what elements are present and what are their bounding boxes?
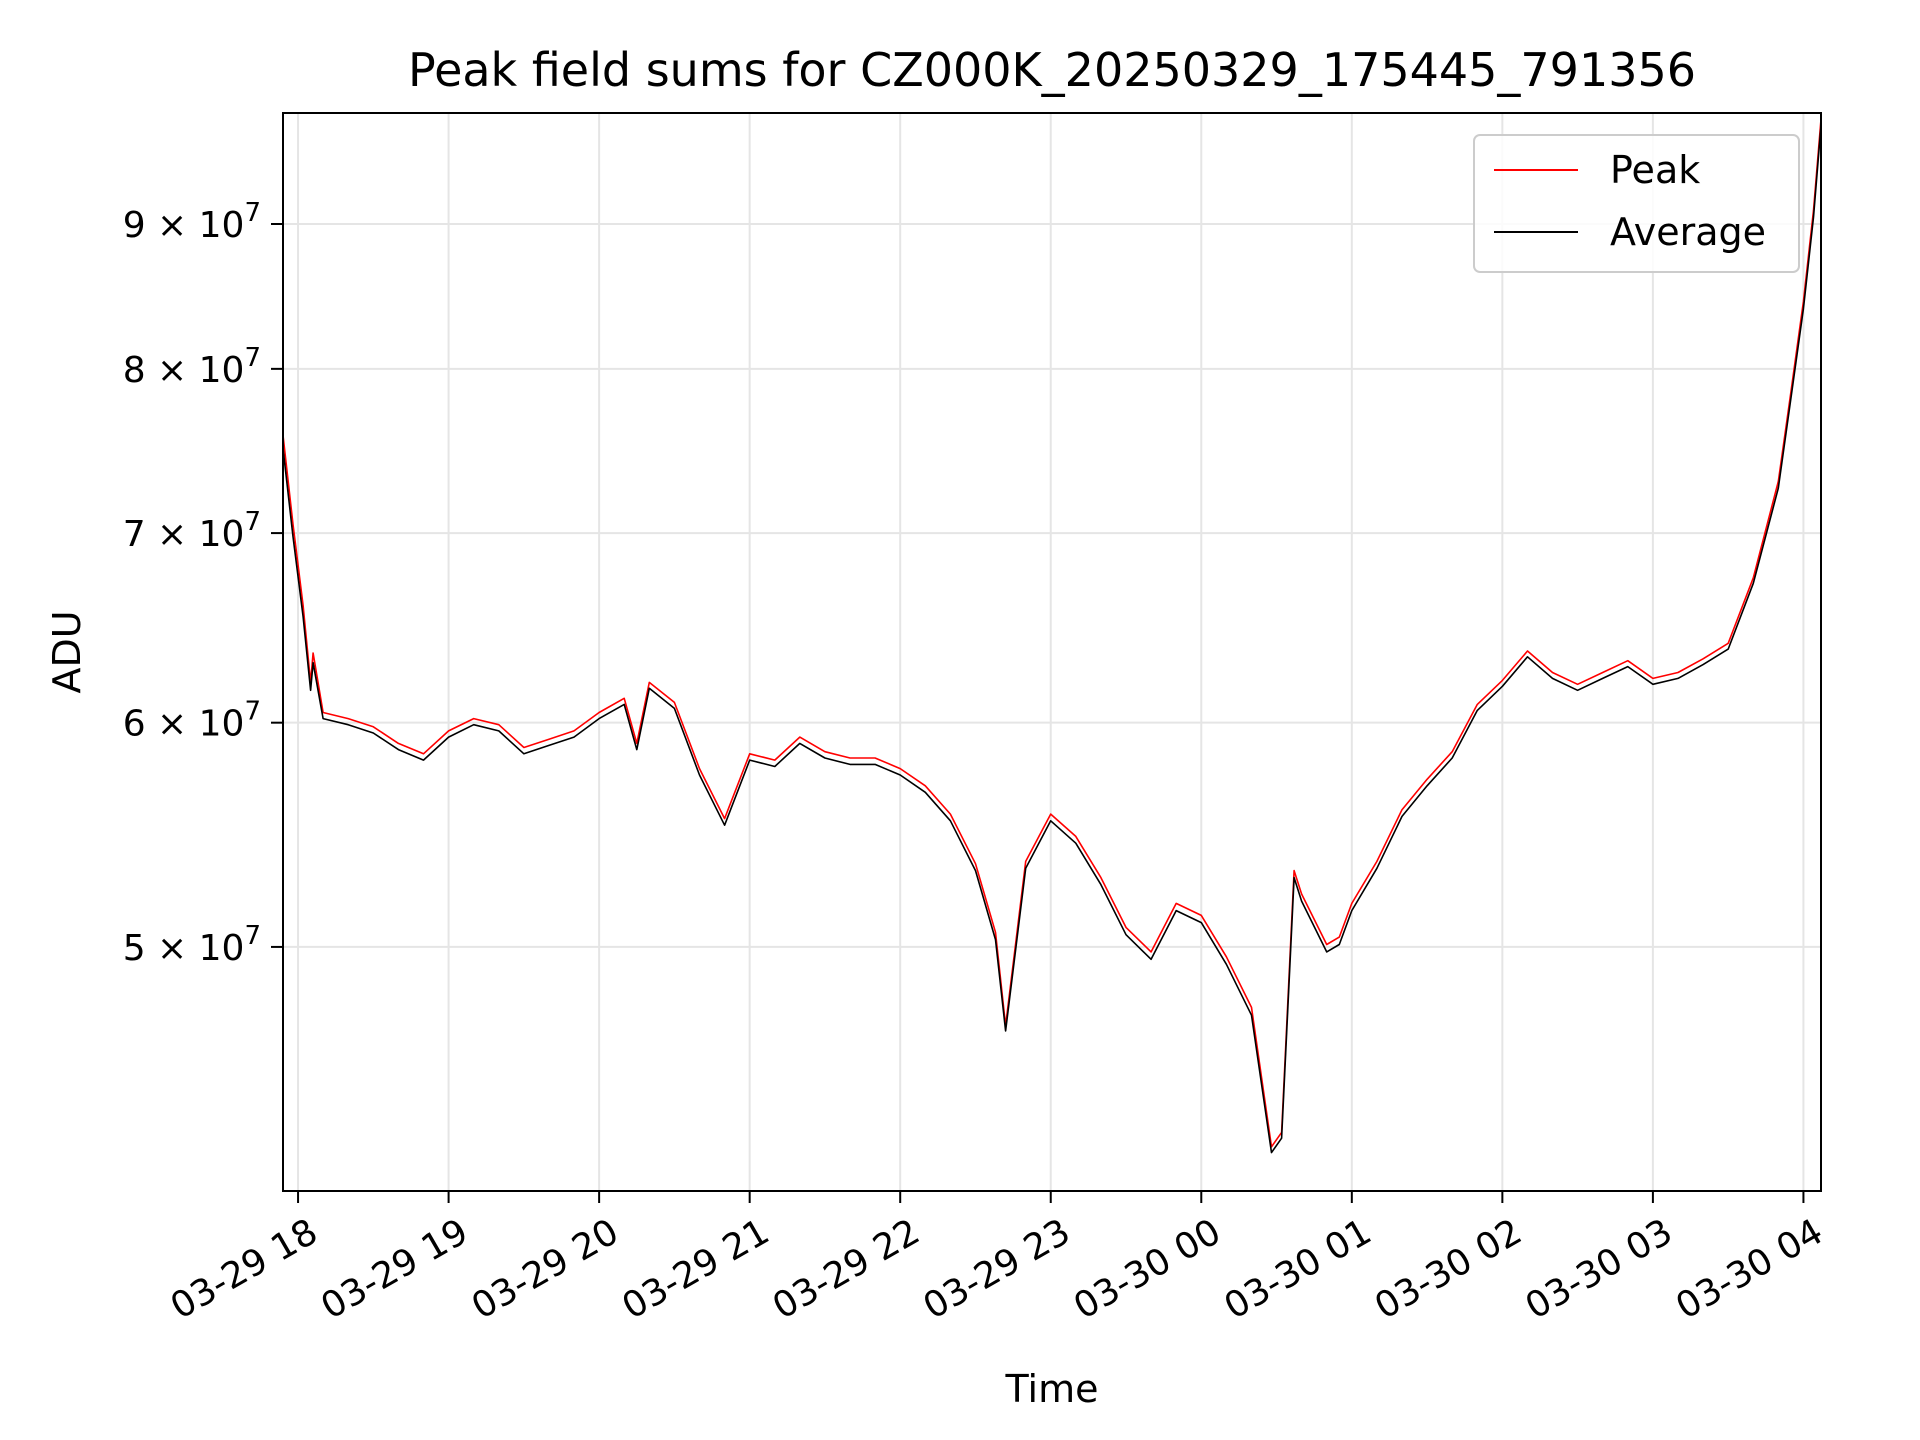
legend-average-label: Average bbox=[1610, 210, 1766, 254]
y-axis-label: ADU bbox=[45, 610, 89, 693]
y-tick-exponent: 7 bbox=[244, 921, 261, 951]
y-tick-label: 9 × 107 bbox=[123, 198, 261, 246]
series-line-average bbox=[283, 125, 1821, 1154]
y-tick-label: 6 × 107 bbox=[123, 697, 261, 745]
y-tick-exponent: 7 bbox=[244, 343, 261, 373]
y-tick-mantissa: 5 bbox=[123, 928, 146, 969]
y-tick-mantissa: 6 bbox=[123, 704, 146, 745]
y-tick-mantissa: 9 bbox=[123, 205, 146, 246]
plot-frame bbox=[282, 112, 1822, 1192]
y-tick-mantissa: 7 bbox=[123, 514, 146, 555]
y-tick-exponent: 7 bbox=[244, 507, 261, 537]
legend-peak-label: Peak bbox=[1610, 148, 1700, 192]
y-tick-label: 7 × 107 bbox=[123, 507, 261, 555]
y-tick-label: 5 × 107 bbox=[123, 921, 261, 969]
x-axis-label: Time bbox=[1005, 1367, 1099, 1411]
y-tick-mantissa: 8 bbox=[123, 350, 146, 391]
y-tick-label: 8 × 107 bbox=[123, 343, 261, 391]
y-axis-ticks: 5 × 107 6 × 107 7 × 107 8 × 107 9 × 107 bbox=[123, 198, 283, 969]
y-tick-exponent: 7 bbox=[244, 198, 261, 228]
grid-lines bbox=[283, 113, 1821, 1191]
y-tick-exponent: 7 bbox=[244, 697, 261, 727]
series-line-peak bbox=[283, 119, 1821, 1148]
legend: Peak Average bbox=[1473, 134, 1800, 273]
plot-series bbox=[283, 119, 1821, 1154]
chart-title: Peak field sums for CZ000K_20250329_1754… bbox=[408, 43, 1696, 97]
